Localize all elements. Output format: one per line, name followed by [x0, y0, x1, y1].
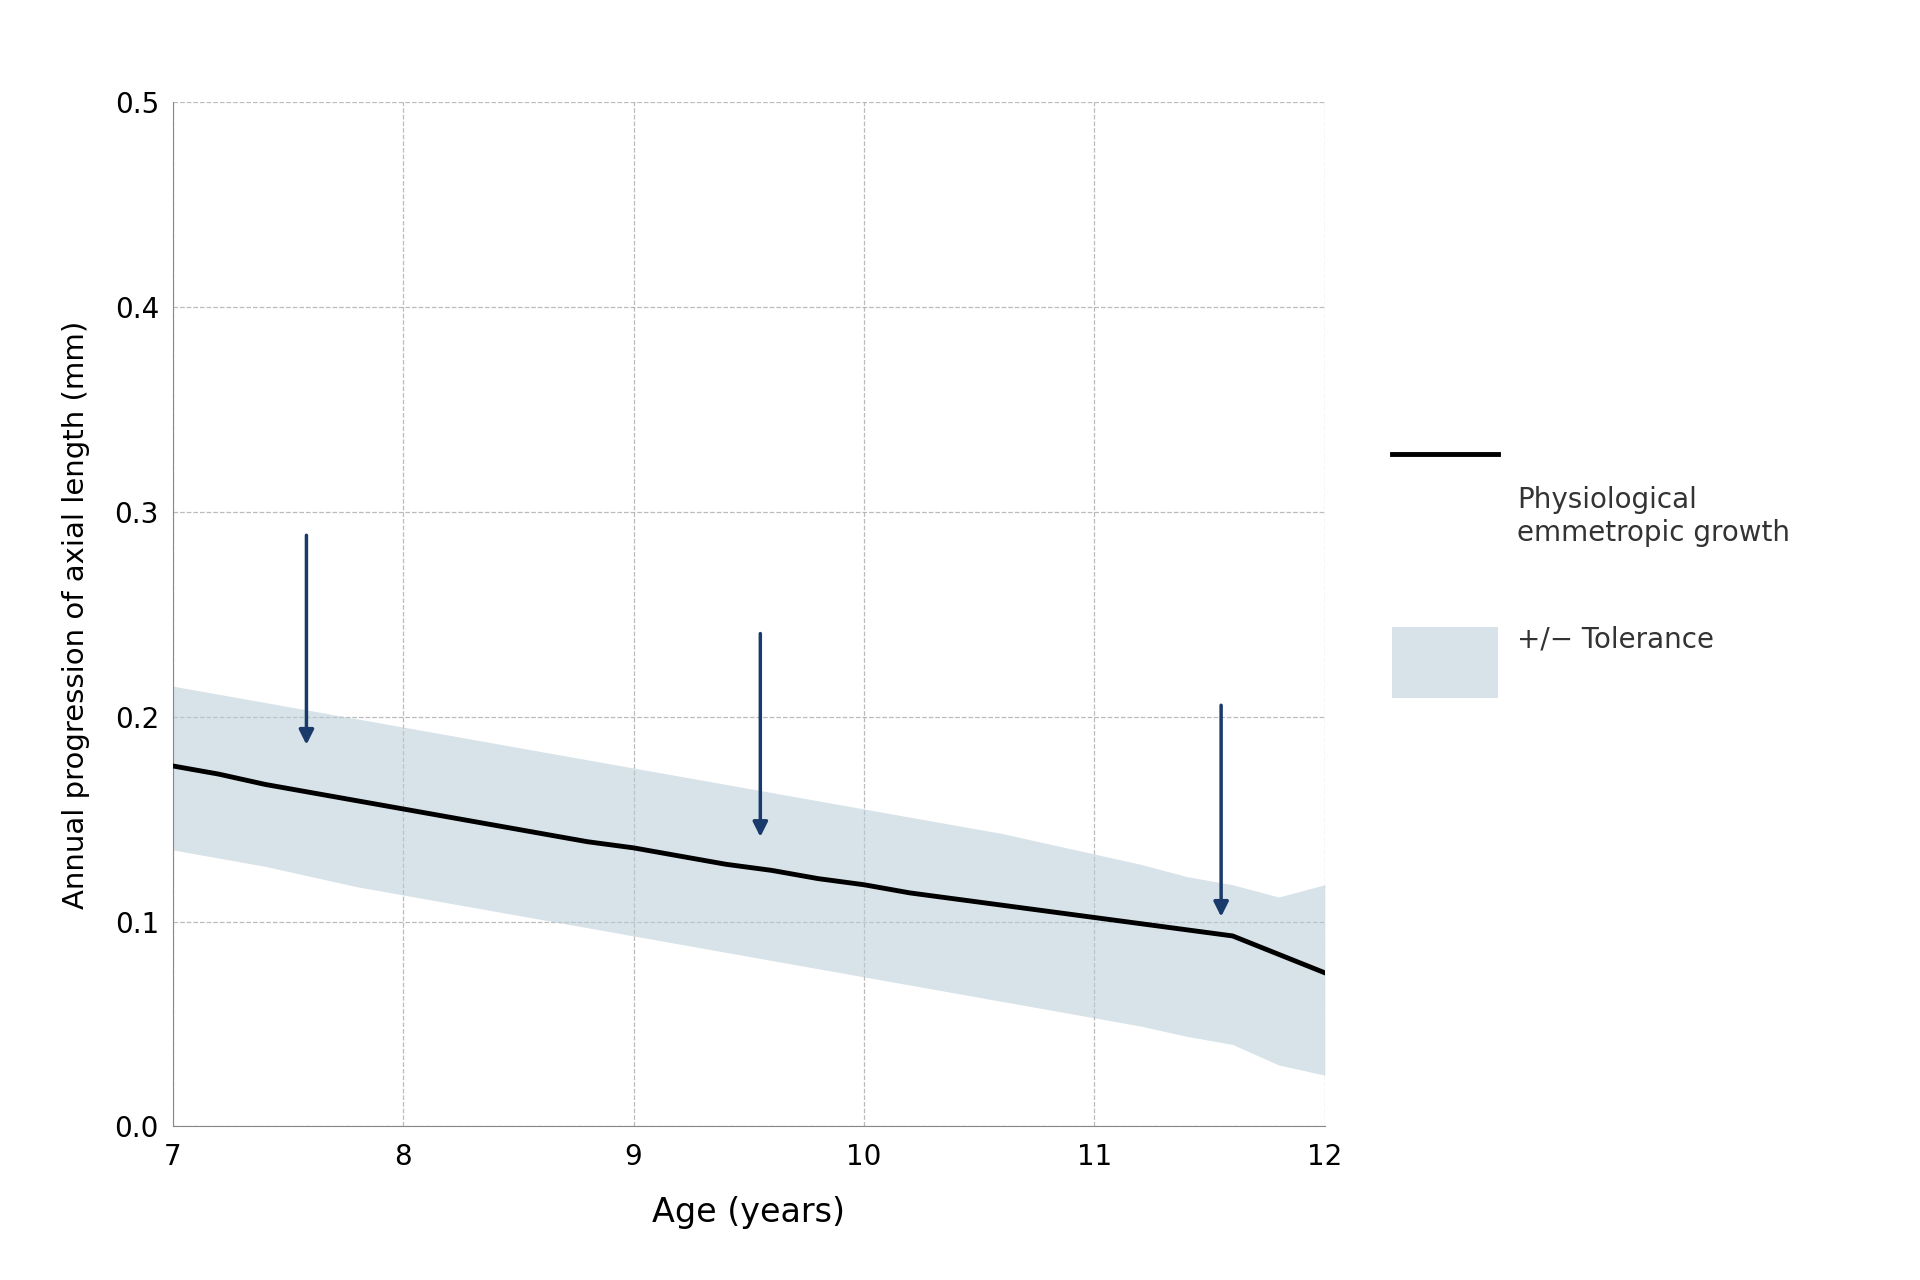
Text: Physiological
emmetropic growth: Physiological emmetropic growth	[1517, 486, 1789, 547]
Text: +/− Tolerance: +/− Tolerance	[1517, 626, 1715, 654]
Y-axis label: Annual progression of axial length (mm): Annual progression of axial length (mm)	[61, 320, 90, 909]
X-axis label: Age (years): Age (years)	[653, 1196, 845, 1229]
